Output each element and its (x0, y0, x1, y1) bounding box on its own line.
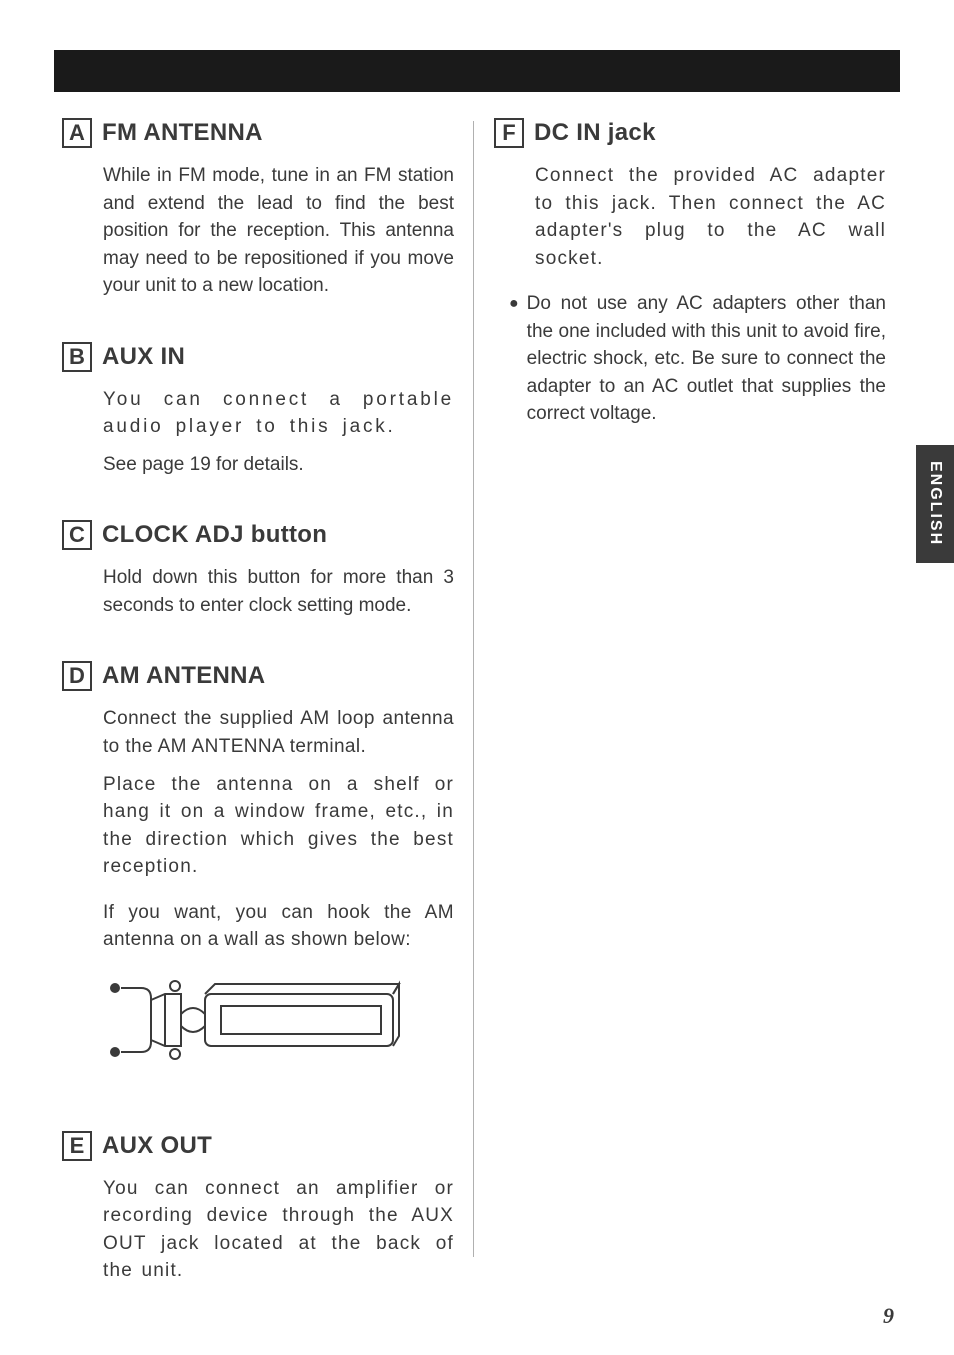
section-body: You can connect an amplifier or recordin… (62, 1175, 454, 1285)
section-body: Connect the supplied AM loop antenna to … (62, 705, 454, 953)
bullet-icon: ● (509, 290, 519, 428)
section-header: A FM ANTENNA (62, 118, 454, 148)
letter-box-b: B (62, 342, 92, 372)
section-fm-antenna: A FM ANTENNA While in FM mode, tune in a… (62, 118, 454, 300)
section-title: AM ANTENNA (102, 662, 265, 690)
section-body: Connect the provided AC adapter to this … (494, 162, 886, 272)
content-columns: A FM ANTENNA While in FM mode, tune in a… (62, 118, 886, 1295)
letter-box-a: A (62, 118, 92, 148)
page-number: 9 (883, 1303, 894, 1329)
column-divider (473, 121, 474, 1257)
letter-box-d: D (62, 661, 92, 691)
left-column: A FM ANTENNA While in FM mode, tune in a… (62, 118, 474, 1295)
paragraph: Hold down this button for more than 3 se… (103, 564, 454, 619)
paragraph: You can connect an amplifier or recordin… (103, 1175, 454, 1285)
letter-box-f: F (494, 118, 524, 148)
language-tab: ENGLISH (916, 445, 954, 563)
section-aux-out: E AUX OUT You can connect an amplifier o… (62, 1131, 454, 1285)
section-title: DC IN jack (534, 119, 656, 147)
letter-box-e: E (62, 1131, 92, 1161)
section-aux-in: B AUX IN You can connect a portable audi… (62, 342, 454, 479)
section-header: F DC IN jack (494, 118, 886, 148)
language-label: ENGLISH (926, 461, 944, 546)
bullet-item: ● Do not use any AC adapters other than … (494, 290, 886, 428)
letter-box-c: C (62, 520, 92, 550)
section-title: FM ANTENNA (102, 119, 263, 147)
header-bar (54, 50, 900, 92)
section-am-antenna: D AM ANTENNA Connect the supplied AM loo… (62, 661, 454, 1072)
section-body: You can connect a portable audio player … (62, 386, 454, 479)
section-header: B AUX IN (62, 342, 454, 372)
am-antenna-diagram (103, 972, 454, 1073)
paragraph: If you want, you can hook the AM antenna… (103, 899, 454, 954)
section-header: D AM ANTENNA (62, 661, 454, 691)
section-header: E AUX OUT (62, 1131, 454, 1161)
bullet-text: Do not use any AC adapters other than th… (527, 290, 886, 428)
paragraph: While in FM mode, tune in an FM station … (103, 162, 454, 300)
paragraph: Place the antenna on a shelf or hang it … (103, 771, 454, 881)
section-header: C CLOCK ADJ button (62, 520, 454, 550)
paragraph: You can connect a portable audio player … (103, 386, 454, 441)
section-body: While in FM mode, tune in an FM station … (62, 162, 454, 300)
paragraph: See page 19 for details. (103, 451, 454, 479)
paragraph: Connect the supplied AM loop antenna to … (103, 705, 454, 760)
section-dc-in: F DC IN jack Connect the provided AC ada… (494, 118, 886, 428)
section-title: CLOCK ADJ button (102, 521, 327, 549)
right-column: F DC IN jack Connect the provided AC ada… (474, 118, 886, 1295)
paragraph: Connect the provided AC adapter to this … (535, 162, 886, 272)
section-title: AUX OUT (102, 1132, 212, 1160)
section-title: AUX IN (102, 343, 185, 371)
section-body: Hold down this button for more than 3 se… (62, 564, 454, 619)
section-clock-adj: C CLOCK ADJ button Hold down this button… (62, 520, 454, 619)
